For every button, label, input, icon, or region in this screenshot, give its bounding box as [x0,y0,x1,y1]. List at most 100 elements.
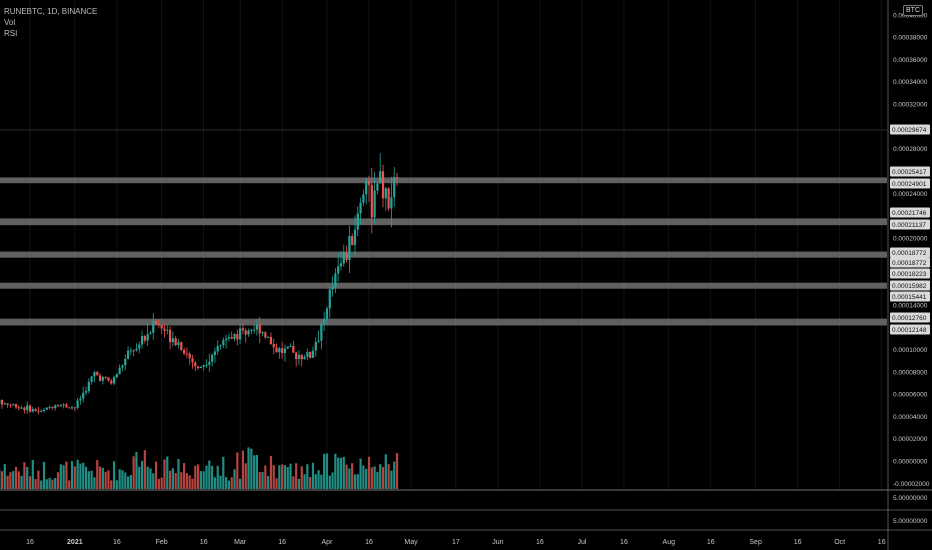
volume-bar [65,461,68,489]
candle-body [154,321,158,324]
currency-badge[interactable]: BTC [903,5,923,16]
volume-bar [14,466,18,489]
volume-bar [76,459,79,489]
x-tick-label: 16 [794,539,802,546]
volume-bar [387,464,390,489]
candle-body [236,334,239,340]
candle-body [101,377,104,381]
candle-body [182,350,186,354]
candle-body [62,404,65,406]
volume-bar [104,471,107,489]
candle-body [384,188,387,199]
volume-bar [230,477,233,489]
y-tick-label: 0.00000000 [893,459,928,466]
volume-bar [70,461,74,489]
candle-body [143,336,146,341]
candle-body [28,405,32,412]
volume-bar [351,463,354,489]
volume-bar [3,463,6,489]
volume-bar [390,470,393,489]
candle-body [297,355,301,360]
candle-body [70,407,74,409]
price-badge [890,178,930,189]
volume-bar [51,479,54,489]
volume-bar [194,465,197,489]
candle-body [196,366,200,369]
x-tick-label: 16 [200,539,208,546]
volume-bar [132,456,135,489]
volume-bar [258,471,261,489]
volume-bar [196,464,200,489]
candle-body [269,336,273,345]
volume-bar [247,447,250,489]
candle-body [208,361,211,365]
candle-body [194,362,197,367]
candle-body [379,171,382,184]
candle-body [376,183,379,191]
y-tick-label: 0.00004000 [893,414,928,421]
candle-body [124,358,127,366]
candle-body [387,188,390,209]
volume-bar [54,477,57,489]
vol-indicator-label[interactable]: Vol [4,18,16,27]
volume-bar [110,480,113,489]
candle-body [129,350,132,352]
candle-body [244,330,247,335]
candle-body [267,336,270,338]
volume-bar [112,461,116,489]
y-tick-label: 0.00006000 [893,392,928,399]
rsi-axis-label-1: 5.00000000 [893,495,928,502]
volume-bar [286,466,289,489]
candle-body [314,341,317,351]
volume-bar [348,468,351,489]
candle-body [54,405,57,409]
candle-body [230,337,233,339]
price-badge [890,268,930,279]
volume-bar [9,472,12,489]
candle-body [281,348,284,353]
candle-body [233,334,236,339]
volume-bar [227,480,231,489]
volume-bar [267,476,270,489]
volume-bar [278,465,281,489]
time-axis[interactable]: 16 2021 16 Feb 16 Mar 16 Apr 16 May 17 Jun 16 Jul 16 Au… [26,539,886,546]
candle-body [306,352,309,357]
volume-bar [93,477,96,489]
candle-body [160,325,163,329]
price-badge [890,207,930,218]
volume-bar [48,477,51,489]
volume-bar [353,474,357,489]
candle-body [289,345,292,347]
rsi-indicator-label[interactable]: RSI [4,29,18,38]
candle-body [227,337,231,339]
candle-body [138,344,141,349]
candle-body [40,411,43,413]
volume-bar [17,471,20,489]
candle-body [300,355,303,360]
volume-bar [188,475,191,489]
volume-bar [269,455,273,489]
volume-bar [12,471,15,489]
volume-bar [342,456,345,489]
chart-grid [29,0,883,490]
x-tick-label: Sep [749,539,762,546]
volume-bar [182,463,186,489]
y-tick-label: 0.00010000 [893,347,928,354]
symbol-title[interactable]: RUNEBTC, 1D, BINANCE [4,7,98,16]
volume-bar [140,460,144,489]
candle-body [213,351,217,355]
candle-body [23,407,26,411]
candle-body [381,171,385,199]
x-tick-label: 16 [536,539,544,546]
chart-legend: RUNEBTC, 1D, BINANCE Vol RSI [4,6,97,39]
volume-bar [376,472,379,489]
candlesticks [0,153,399,415]
volume-bar [255,454,259,489]
candle-body [286,346,289,349]
volume-bar [370,467,373,489]
volume-bar [56,472,60,489]
x-tick-label: 17 [452,539,460,546]
